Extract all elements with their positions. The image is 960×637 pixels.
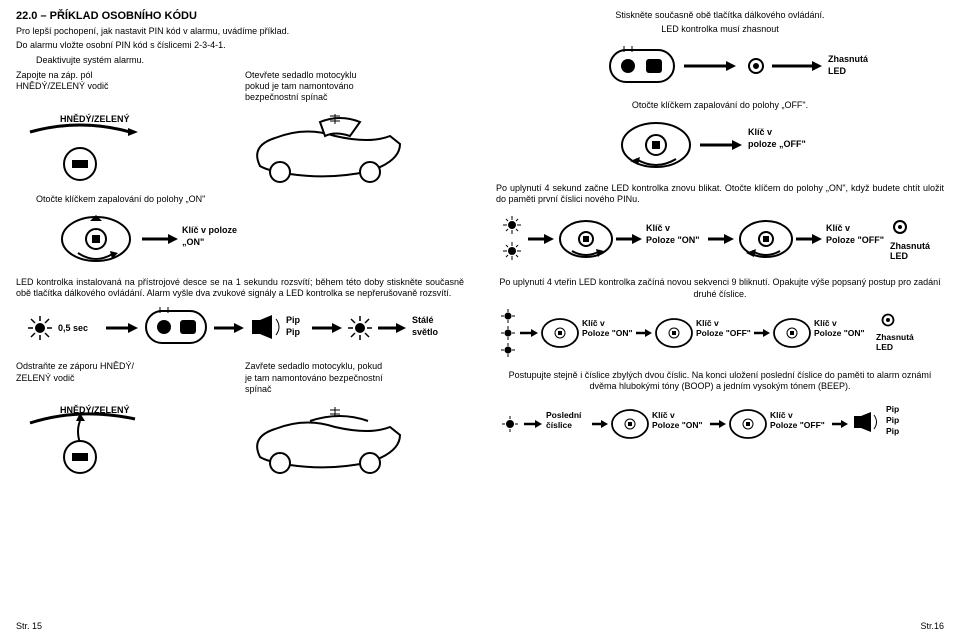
svg-text:Pip: Pip (286, 315, 301, 325)
left-colD-l1: Zavřete sedadlo motocyklu, pokud (245, 361, 382, 371)
left-colB-l2: pokud je tam namontováno (245, 81, 354, 91)
svg-text:Klíč v: Klíč v (770, 410, 793, 420)
left-diagram-2: Klíč v poloze „ON" (16, 209, 464, 269)
left-row2: Odstraňte ze záporu HNĚDÝ/ ZELENÝ vodič … (16, 361, 464, 395)
right-footer: Str.16 (920, 621, 944, 631)
svg-text:Poloze "ON": Poloze "ON" (652, 420, 703, 430)
left-colD: Zavřete sedadlo motocyklu, pokud je tam … (245, 361, 464, 395)
right-diagram-2: Klíč v poloze „OFF" (496, 115, 944, 175)
page-right: Stiskněte současně obě tlačítka dálkovéh… (480, 0, 960, 637)
svg-text:číslice: číslice (546, 420, 572, 430)
right-diagram-5: Posledníčíslice Klíč vPoloze "ON" Klíč v… (496, 396, 944, 452)
left-title: 22.0 – PŘÍKLAD OSOBNÍHO KÓDU (16, 10, 464, 22)
right-mid: Otočte klíčkem zapalování do polohy „OFF… (496, 100, 944, 111)
svg-text:Klíč v: Klíč v (582, 318, 605, 328)
svg-text:světlo: světlo (412, 327, 439, 337)
left-mid: Otočte klíčkem zapalování do polohy „ON" (36, 194, 464, 205)
left-colA: Zapojte na záp. pól HNĚDÝ/ZELENÝ vodič (16, 70, 235, 104)
left-intro3: Deaktivujte systém alarmu. (36, 55, 464, 66)
svg-text:Klíč v: Klíč v (826, 223, 850, 233)
left-colD-l3: spínač (245, 384, 272, 394)
right-diagram-4: Klíč vPoloze "ON" Klíč vPoloze "OFF" Klí… (496, 304, 944, 362)
left-para2: LED kontrolka instalovaná na přístrojové… (16, 277, 464, 300)
right-para3: Po uplynutí 4 vteřin LED kontrolka začín… (496, 277, 944, 300)
left-colD-l2: je tam namontováno bezpečnostní (245, 373, 383, 383)
left-colA-l1: Zapojte na záp. pól (16, 70, 93, 80)
svg-text:Klíč v: Klíč v (748, 127, 772, 137)
svg-text:Klíč v: Klíč v (646, 223, 670, 233)
svg-text:HNĚDÝ/ZELENÝ: HNĚDÝ/ZELENÝ (60, 113, 130, 124)
svg-text:LED: LED (876, 342, 893, 352)
svg-text:Pip: Pip (886, 426, 899, 436)
right-para2a: Po uplynutí 4 sekund začne LED kontrolka… (496, 183, 944, 206)
left-colC-l1: Odstraňte ze záporu HNĚDÝ/ (16, 361, 134, 371)
right-diagram-3: Klíč v Poloze "ON" Klíč v Poloze "OFF" Z… (496, 209, 944, 269)
svg-text:Klíč v: Klíč v (652, 410, 675, 420)
svg-text:Poloze "ON": Poloze "ON" (646, 235, 700, 245)
svg-text:LED: LED (890, 251, 909, 261)
left-row1: Zapojte na záp. pól HNĚDÝ/ZELENÝ vodič O… (16, 70, 464, 104)
svg-text:„ON": „ON" (182, 237, 204, 247)
left-footer: Str. 15 (16, 621, 42, 631)
svg-text:poloze „OFF": poloze „OFF" (748, 139, 806, 149)
left-colA-l2: HNĚDÝ/ZELENÝ vodič (16, 81, 109, 91)
left-colB-l1: Otevřete sedadlo motocyklu (245, 70, 357, 80)
right-top1: Stiskněte současně obě tlačítka dálkovéh… (496, 10, 944, 21)
svg-text:Klíč v: Klíč v (814, 318, 837, 328)
svg-text:Pip: Pip (886, 415, 899, 425)
left-intro1: Pro lepší pochopení, jak nastavit PIN kó… (16, 26, 464, 37)
svg-text:Stálé: Stálé (412, 315, 434, 325)
svg-text:LED: LED (828, 66, 847, 76)
right-top2: LED kontrolka musí zhasnout (496, 24, 944, 35)
left-diagram-4: HNĚDÝ/ZELENÝ (16, 399, 464, 477)
left-colB: Otevřete sedadlo motocyklu pokud je tam … (245, 70, 464, 104)
svg-text:Zhasnutá: Zhasnutá (890, 241, 931, 251)
left-colC: Odstraňte ze záporu HNĚDÝ/ ZELENÝ vodič (16, 361, 235, 395)
svg-text:Poloze "ON": Poloze "ON" (582, 328, 633, 338)
right-diagram-1: Zhasnutá LED (496, 40, 944, 92)
left-intro2: Do alarmu vložte osobní PIN kód s číslic… (16, 40, 464, 51)
left-diagram-1: HNĚDÝ/ZELENÝ (16, 108, 464, 186)
left-colC-l2: ZELENÝ vodič (16, 373, 75, 383)
svg-text:Poloze "ON": Poloze "ON" (814, 328, 865, 338)
page-left: 22.0 – PŘÍKLAD OSOBNÍHO KÓDU Pro lepší p… (0, 0, 480, 637)
svg-text:Pip: Pip (886, 404, 899, 414)
svg-text:Klíč v poloze: Klíč v poloze (182, 225, 237, 235)
svg-text:Poloze "OFF": Poloze "OFF" (770, 420, 825, 430)
left-colB-l3: bezpečnostní spínač (245, 92, 328, 102)
left-diagram-3: 0,5 sec Pip Pip (16, 303, 464, 353)
svg-text:0,5 sec: 0,5 sec (58, 323, 88, 333)
svg-text:Zhasnutá: Zhasnutá (828, 54, 869, 64)
svg-text:Klíč v: Klíč v (696, 318, 719, 328)
svg-text:Pip: Pip (286, 327, 301, 337)
svg-text:Poloze "OFF": Poloze "OFF" (826, 235, 884, 245)
svg-text:Poslední: Poslední (546, 410, 582, 420)
svg-text:Zhasnutá: Zhasnutá (876, 332, 914, 342)
svg-text:Poloze "OFF": Poloze "OFF" (696, 328, 751, 338)
right-para4: Postupujte stejně i číslice zbylých dvou… (496, 370, 944, 393)
